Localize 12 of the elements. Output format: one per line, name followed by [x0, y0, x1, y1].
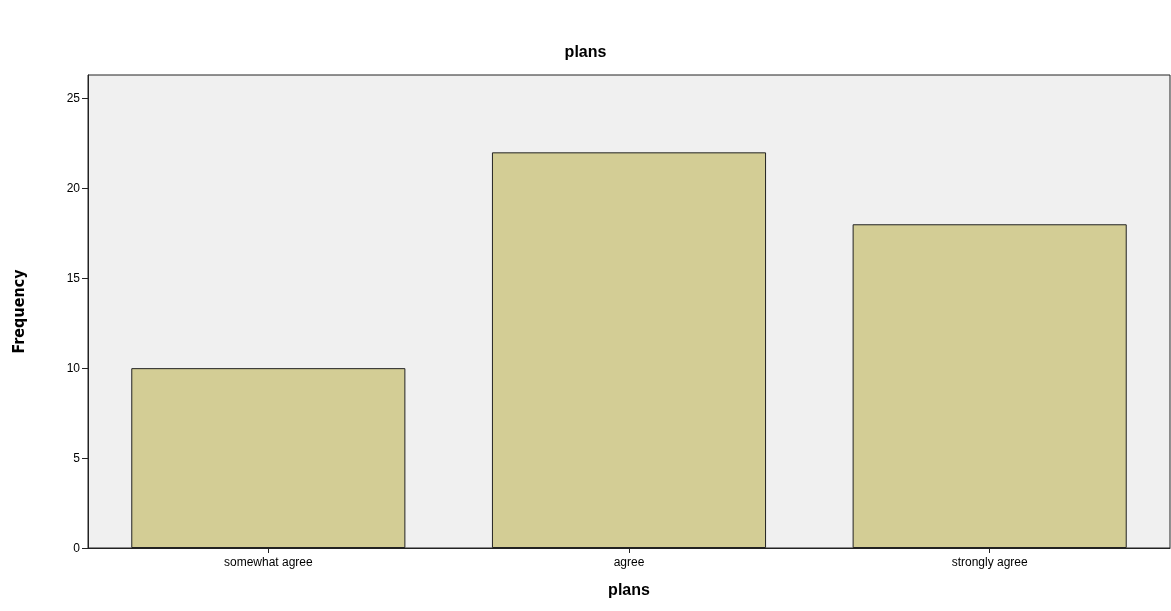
y-tick-label: 0	[73, 541, 81, 555]
y-axis-title: Frequency	[8, 268, 28, 354]
y-tick-label: 15	[66, 271, 81, 286]
y-tick-label: 20	[66, 181, 81, 196]
x-axis-title: plans	[608, 580, 650, 598]
y-tick-label: 25	[66, 91, 81, 106]
x-tick-label: agree	[613, 555, 645, 569]
x-tick-label: somewhat agree	[223, 555, 314, 569]
x-tick-label: strongly agree	[951, 555, 1029, 569]
chart-title: plans	[564, 42, 607, 60]
y-tick-label: 5	[73, 451, 81, 466]
y-tick-label: 10	[66, 361, 81, 376]
